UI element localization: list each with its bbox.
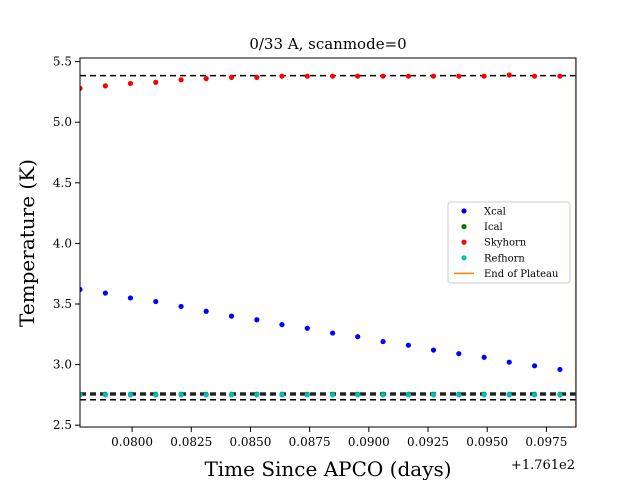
xcal-point xyxy=(531,363,538,369)
xcal-point xyxy=(355,334,361,340)
skyhorn-point xyxy=(80,85,83,91)
xcal-point xyxy=(506,359,512,365)
y-axis-label: Temperature (K) xyxy=(15,159,39,327)
legend-swatch-xcal xyxy=(461,208,467,214)
skyhorn-point xyxy=(330,73,336,79)
refhorn-point xyxy=(203,392,209,398)
xcal-point xyxy=(304,325,310,331)
legend-swatch-ical xyxy=(461,224,467,230)
y-tick-label: 4.0 xyxy=(53,236,72,250)
xcal-point xyxy=(330,330,336,336)
y-tick-label: 3.0 xyxy=(53,358,72,372)
xcal-point xyxy=(557,366,563,373)
skyhorn-point xyxy=(481,73,487,79)
refhorn-point xyxy=(430,392,437,398)
refhorn-point xyxy=(355,392,361,398)
refhorn-point xyxy=(481,392,487,398)
xcal-point xyxy=(102,290,108,296)
refhorn-point xyxy=(102,392,108,398)
refhorn-point xyxy=(405,392,411,398)
xcal-point xyxy=(279,322,285,328)
xcal-point xyxy=(203,308,209,314)
skyhorn-point xyxy=(203,76,209,82)
y-tick-label: 3.5 xyxy=(53,297,72,311)
skyhorn-point xyxy=(254,74,260,80)
x-tick-label: 0.0925 xyxy=(407,435,449,449)
refhorn-point xyxy=(304,392,310,398)
refhorn-point xyxy=(228,392,235,398)
skyhorn-point xyxy=(380,73,386,79)
y-tick-label: 2.5 xyxy=(53,418,72,432)
legend: Xcal Ical Skyhorn Refhorn End of Plateau xyxy=(447,201,571,284)
refhorn-point xyxy=(557,392,563,398)
plot-marks xyxy=(80,58,576,427)
xcal-point xyxy=(80,286,83,293)
x-tick-label: 0.0900 xyxy=(348,435,390,449)
refhorn-point xyxy=(178,392,184,398)
skyhorn-point xyxy=(430,73,437,79)
x-axis-ticks: 0.0800 0.0825 0.0850 0.0875 0.0900 0.0925 0.09… xyxy=(111,427,567,449)
legend-swatch-skyhorn xyxy=(461,239,467,245)
skyhorn-point xyxy=(153,79,159,85)
legend-swatch-refhorn xyxy=(461,255,467,261)
skyhorn-point xyxy=(279,73,285,79)
skyhorn-point xyxy=(557,73,563,79)
skyhorn-point xyxy=(506,72,512,78)
x-tick-label: 0.0975 xyxy=(525,435,567,449)
skyhorn-point xyxy=(102,83,108,89)
xcal-point xyxy=(405,342,411,348)
skyhorn-point xyxy=(304,73,310,79)
xcal-point xyxy=(178,303,184,310)
xcal-point xyxy=(254,317,260,323)
refhorn-point xyxy=(279,392,285,398)
refhorn-point xyxy=(330,392,336,398)
xcal-point xyxy=(456,351,462,357)
x-tick-label: 0.0825 xyxy=(170,435,212,449)
legend-label-skyhorn: Skyhorn xyxy=(484,238,527,249)
x-tick-label: 0.0850 xyxy=(229,435,271,449)
legend-label-refhorn: Refhorn xyxy=(484,253,525,264)
x-axis-offset-label: +1.761e2 xyxy=(511,458,575,473)
y-tick-label: 5.5 xyxy=(53,55,72,69)
skyhorn-point xyxy=(405,73,411,79)
skyhorn-point xyxy=(178,77,184,83)
xcal-point xyxy=(380,338,386,345)
y-axis-ticks: 2.5 3.0 3.5 4.0 4.5 5.0 5.5 xyxy=(53,55,80,432)
xcal-point xyxy=(481,354,487,360)
refhorn-point xyxy=(127,392,134,398)
legend-box xyxy=(447,201,571,284)
refhorn-point xyxy=(254,392,260,398)
legend-label-xcal: Xcal xyxy=(484,207,506,218)
x-tick-label: 0.0950 xyxy=(466,435,508,449)
refhorn-point xyxy=(153,392,159,398)
y-tick-label: 5.0 xyxy=(53,115,72,129)
chart-title: 0/33 A, scanmode=0 xyxy=(249,35,406,53)
y-tick-label: 4.5 xyxy=(53,176,72,190)
skyhorn-point xyxy=(355,73,361,79)
xcal-point xyxy=(430,347,437,353)
refhorn-point xyxy=(80,392,83,398)
x-axis-label: Time Since APCO (days) xyxy=(204,457,451,480)
refhorn-point xyxy=(380,392,386,398)
x-tick-label: 0.0875 xyxy=(289,435,331,449)
refhorn-point xyxy=(456,392,462,398)
skyhorn-point xyxy=(456,73,462,79)
skyhorn-point xyxy=(228,74,235,80)
xcal-point xyxy=(153,298,159,305)
xcal-point xyxy=(228,313,235,319)
refhorn-point xyxy=(531,392,538,398)
x-tick-label: 0.0800 xyxy=(111,435,153,449)
skyhorn-point xyxy=(127,80,134,87)
xcal-point xyxy=(127,295,134,301)
refhorn-point xyxy=(506,392,512,398)
legend-label-end-of-plateau: End of Plateau xyxy=(484,269,559,280)
axes-frame xyxy=(79,57,577,428)
legend-label-ical: Ical xyxy=(484,222,503,233)
skyhorn-point xyxy=(531,73,538,79)
